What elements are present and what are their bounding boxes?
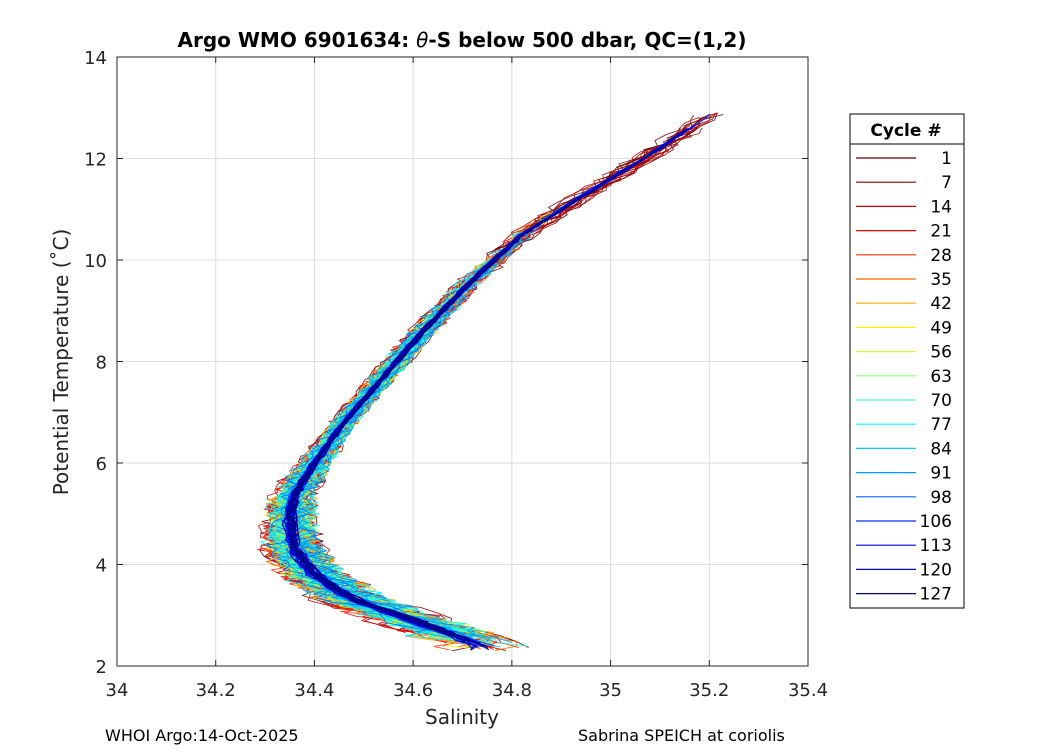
y-tick-label: 4 bbox=[96, 556, 107, 577]
legend-label: 21 bbox=[930, 222, 952, 242]
profile-line bbox=[279, 112, 718, 630]
legend-label: 113 bbox=[920, 536, 952, 556]
profile-line bbox=[286, 199, 576, 638]
legend-label: 28 bbox=[930, 246, 952, 266]
profile-line bbox=[285, 113, 716, 642]
profile-line bbox=[263, 125, 691, 630]
profile-line bbox=[293, 252, 511, 633]
profile-line bbox=[285, 113, 718, 649]
legend-label: 84 bbox=[930, 439, 952, 459]
profile-line bbox=[283, 120, 700, 635]
profile-line bbox=[284, 127, 696, 649]
y-tick-label: 6 bbox=[96, 454, 107, 475]
legend-box bbox=[849, 113, 965, 609]
legend-label: 70 bbox=[930, 391, 952, 411]
profile-line bbox=[286, 144, 666, 644]
series-layer bbox=[257, 112, 724, 652]
profile-line bbox=[287, 128, 689, 639]
y-tick-label: 2 bbox=[96, 657, 107, 678]
profile-line bbox=[282, 127, 688, 649]
profile-line bbox=[289, 127, 703, 631]
legend-label: 98 bbox=[930, 488, 952, 508]
legend-label: 91 bbox=[930, 464, 952, 484]
x-tick-label: 35.2 bbox=[689, 680, 729, 701]
profile-line bbox=[284, 114, 710, 638]
profile-line bbox=[289, 125, 700, 651]
x-tick-label: 34.2 bbox=[196, 680, 236, 701]
profile-line bbox=[285, 114, 724, 644]
x-tick-label: 35.4 bbox=[788, 680, 828, 701]
x-tick-label: 34 bbox=[106, 680, 129, 701]
chart-title: Argo WMO 6901634: θ-S below 500 dbar, QC… bbox=[178, 28, 747, 52]
legend-label: 106 bbox=[920, 512, 952, 532]
ticks: 34 34.2 34.4 34.6 34.8 35 35.2 35.4 2 4 6 8 10 12 14 bbox=[84, 48, 828, 701]
x-tick-label: 35 bbox=[599, 680, 622, 701]
footer-right: Sabrina SPEICH at coriolis bbox=[578, 726, 785, 745]
legend-label: 42 bbox=[930, 294, 952, 314]
profile-line bbox=[288, 190, 593, 635]
y-tick-label: 8 bbox=[96, 353, 107, 374]
y-tick-label: 12 bbox=[84, 150, 107, 171]
legend-label: 49 bbox=[930, 318, 952, 338]
profile-line bbox=[287, 138, 675, 641]
legend-label: 63 bbox=[930, 367, 952, 387]
legend-label: 77 bbox=[930, 415, 952, 435]
grid bbox=[116, 56, 809, 667]
legend-title: Cycle # bbox=[870, 121, 941, 141]
footer-left: WHOI Argo:14-Oct-2025 bbox=[105, 726, 299, 745]
y-tick-label: 14 bbox=[84, 48, 107, 69]
legend-entries: 1 7 14 21 28 35 42 49 56 63 70 77 84 91 98 106 113 120 127 bbox=[856, 149, 952, 605]
profile-line bbox=[272, 112, 719, 636]
x-tick-label: 34.4 bbox=[294, 680, 334, 701]
profile-line bbox=[258, 257, 489, 641]
profile-line bbox=[284, 123, 695, 649]
legend-label: 120 bbox=[920, 560, 952, 580]
x-tick-label: 34.8 bbox=[492, 680, 532, 701]
legend-label: 7 bbox=[941, 173, 952, 193]
legend: Cycle # 17142128354249566370778491981061… bbox=[849, 113, 965, 609]
profile-line bbox=[282, 115, 712, 647]
x-axis-label: Salinity bbox=[425, 705, 499, 729]
legend-label: 56 bbox=[930, 343, 952, 363]
y-axis-label: Potential Temperature (˚C) bbox=[49, 229, 73, 496]
profile-line bbox=[284, 148, 660, 637]
legend-label: 14 bbox=[930, 197, 952, 217]
profile-line bbox=[287, 124, 697, 648]
legend-label: 35 bbox=[930, 270, 952, 290]
legend-label: 1 bbox=[941, 149, 952, 169]
profile-line bbox=[264, 115, 695, 634]
legend-label: 127 bbox=[920, 585, 952, 605]
y-tick-label: 10 bbox=[84, 251, 107, 272]
x-tick-label: 34.6 bbox=[393, 680, 433, 701]
profile-line bbox=[272, 114, 709, 635]
